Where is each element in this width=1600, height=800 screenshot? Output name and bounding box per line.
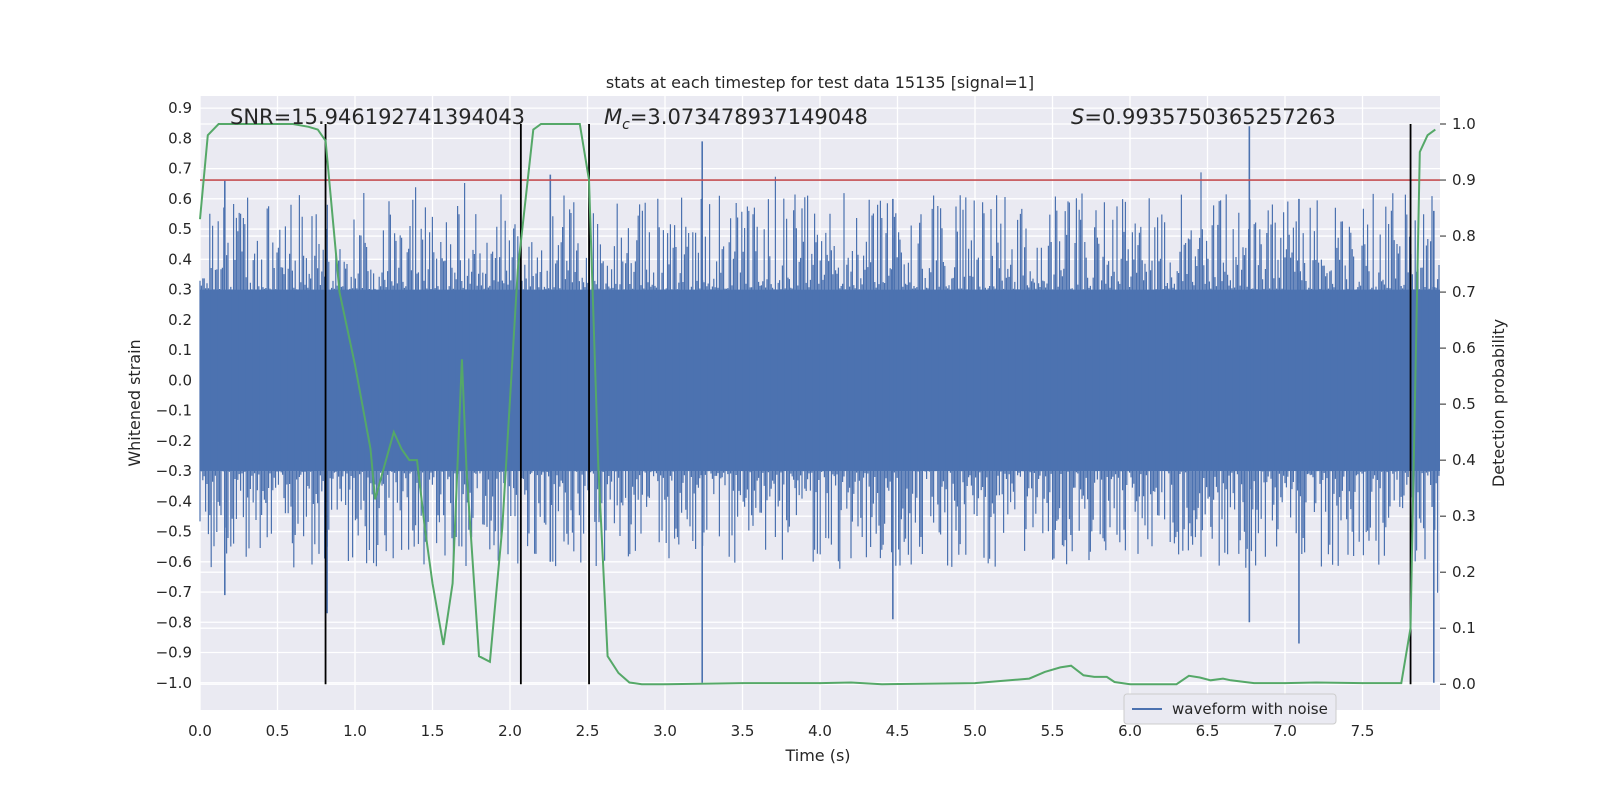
y-right-axis-label: Detection probability [1489, 319, 1508, 487]
x-tick-label: 2.5 [576, 722, 600, 740]
x-tick-label: 7.5 [1351, 722, 1375, 740]
x-tick-label: 3.0 [653, 722, 677, 740]
y-right-tick-label: 0.9 [1452, 171, 1476, 189]
y-right-tick-label: 1.0 [1452, 115, 1476, 133]
waveform-noise [199, 172, 1440, 593]
legend-label: waveform with noise [1172, 700, 1328, 718]
y-right-tick-label: 0.5 [1452, 395, 1476, 413]
x-tick-label: 6.5 [1196, 722, 1220, 740]
y-tick-label: −0.5 [156, 523, 192, 541]
legend-box [1123, 693, 1337, 725]
x-tick-label: 6.0 [1118, 722, 1142, 740]
x-tick-label: 5.5 [1041, 722, 1065, 740]
snr-score-annotation: S=0.9935750365257263 [1071, 105, 1336, 129]
score-symbol: S [1071, 105, 1084, 129]
x-tick-label: 7.0 [1273, 722, 1297, 740]
x-axis-label: Time (s) [784, 746, 850, 765]
x-axis-ticks: 0.0 0.5 1.0 1.5 2.0 2.5 3.0 3.5 4.0 4.5 5.0 5.5 6.0 6… [188, 722, 1374, 740]
y-tick-label: 0.6 [168, 190, 192, 208]
x-tick-label: 4.5 [886, 722, 910, 740]
y-tick-label: −0.9 [156, 644, 192, 662]
y-right-tick-label: 0.7 [1452, 283, 1476, 301]
x-tick-label: 2.0 [498, 722, 522, 740]
y-tick-label: −1.0 [156, 674, 192, 692]
y-right-tick-label: 0.4 [1452, 451, 1476, 469]
waveform-series [199, 126, 1440, 683]
chirp-mass-symbol: M [604, 105, 622, 129]
y-right-tick-label: 0.3 [1452, 507, 1476, 525]
y-right-tick-label: 0.8 [1452, 227, 1476, 245]
snr-annotation: SNR=15.946192741394043 [230, 105, 525, 129]
detection-probability-line [199, 123, 1436, 686]
x-tick-label: 0.5 [266, 722, 290, 740]
chirp-mass-annotation: Mc=3.073478937149048 [604, 105, 868, 133]
y-tick-label: 0.4 [168, 250, 192, 268]
y-right-tick-label: 0.2 [1452, 563, 1476, 581]
legend: waveform with noise [1123, 693, 1337, 725]
y-tick-label: 0.8 [168, 129, 192, 147]
y-tick-label: 0.2 [168, 311, 192, 329]
y-axis-ticks: 0.9 0.8 0.7 0.6 0.5 0.4 0.3 0.2 0.1 0.0 −0.1 −0.2 −0… [156, 99, 192, 692]
x-tick-label: 0.0 [188, 722, 212, 740]
chirp-mass-value: =3.073478937149048 [630, 105, 868, 129]
y-tick-label: 0.7 [168, 160, 192, 178]
y-tick-label: 0.1 [168, 341, 192, 359]
y-right-axis-ticks: 1.0 0.9 0.8 0.7 0.6 0.5 0.4 0.3 0.2 0.1 0.0 [1440, 115, 1476, 693]
x-tick-label: 1.0 [343, 722, 367, 740]
y-tick-label: −0.4 [156, 492, 192, 510]
y-tick-label: −0.7 [156, 583, 192, 601]
y-axis-label: Whitened strain [125, 339, 144, 466]
chirp-mass-subscript: c [622, 117, 630, 133]
y-tick-label: −0.8 [156, 613, 192, 631]
chart-title: stats at each timestep for test data 151… [606, 73, 1034, 92]
x-tick-label: 1.5 [421, 722, 445, 740]
y-tick-label: 0.5 [168, 220, 192, 238]
y-tick-label: 0.3 [168, 281, 192, 299]
y-tick-label: −0.1 [156, 402, 192, 420]
y-right-tick-label: 0.1 [1452, 619, 1476, 637]
y-right-tick-label: 0.0 [1452, 675, 1476, 693]
y-tick-label: −0.2 [156, 432, 192, 450]
y-tick-label: 0.9 [168, 99, 192, 117]
y-right-tick-label: 0.6 [1452, 339, 1476, 357]
score-value: =0.9935750365257263 [1084, 105, 1335, 129]
probability-series [199, 123, 1436, 686]
x-tick-label: 3.5 [731, 722, 755, 740]
y-tick-label: 0.0 [168, 371, 192, 389]
x-tick-label: 4.0 [808, 722, 832, 740]
y-tick-label: −0.6 [156, 553, 192, 571]
x-tick-label: 5.0 [963, 722, 987, 740]
y-tick-label: −0.3 [156, 462, 192, 480]
